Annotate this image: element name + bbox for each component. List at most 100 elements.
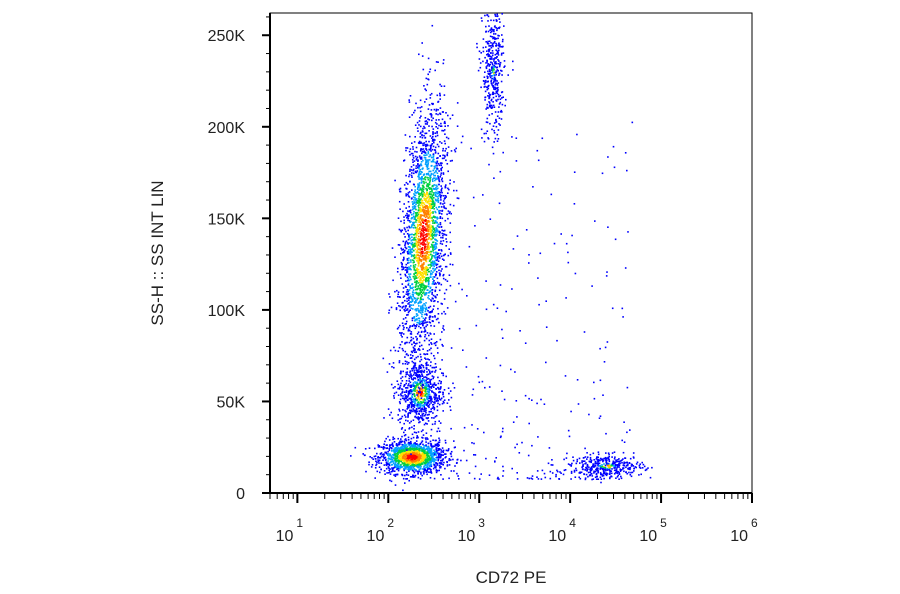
data-point [493, 68, 495, 70]
data-point [432, 264, 435, 266]
data-point [403, 184, 406, 186]
data-point [422, 437, 424, 439]
data-point [414, 136, 416, 138]
data-point [397, 350, 400, 352]
data-point [406, 455, 409, 457]
data-point [374, 447, 376, 450]
data-point [493, 74, 495, 76]
data-point [419, 394, 422, 397]
data-point [404, 453, 407, 455]
data-point [420, 320, 423, 323]
data-point [416, 321, 418, 324]
data-point [419, 390, 421, 392]
data-point [432, 133, 434, 136]
data-point [433, 407, 436, 409]
data-point [414, 415, 417, 418]
data-point [440, 466, 442, 468]
data-point [603, 463, 605, 465]
data-point [435, 110, 438, 112]
data-point [420, 402, 423, 404]
data-point [481, 20, 483, 22]
data-point [407, 303, 409, 305]
data-point [413, 446, 416, 449]
data-point [423, 339, 426, 342]
data-point [422, 190, 425, 193]
data-point [420, 222, 422, 225]
data-point [412, 355, 414, 357]
data-point [423, 379, 425, 381]
data-point [425, 393, 428, 395]
data-point [421, 399, 424, 401]
data-point [435, 274, 437, 277]
data-point [426, 401, 429, 404]
data-point [408, 341, 411, 344]
data-point [438, 398, 441, 400]
data-point [431, 245, 434, 248]
data-point [408, 393, 411, 395]
data-point [496, 29, 498, 32]
data-point [411, 254, 414, 257]
data-point [399, 229, 402, 232]
data-point [441, 217, 444, 220]
data-point [388, 458, 391, 460]
data-point [406, 408, 408, 410]
data-point [442, 203, 444, 205]
data-point [421, 309, 423, 311]
data-point [427, 268, 430, 271]
data-point [409, 248, 412, 251]
data-point [434, 193, 437, 196]
data-point [409, 259, 412, 261]
data-point [438, 395, 440, 397]
data-point [444, 265, 447, 268]
data-point [443, 202, 446, 204]
data-point [451, 263, 454, 266]
data-point [486, 42, 489, 45]
data-point [431, 188, 433, 191]
data-point [411, 238, 414, 241]
data-point [414, 150, 416, 153]
data-point [412, 383, 414, 386]
data-point [501, 91, 504, 93]
data-point [396, 328, 399, 330]
data-point [394, 453, 397, 456]
data-point [416, 402, 419, 405]
data-point [432, 219, 434, 221]
data-point [424, 245, 426, 247]
data-point [418, 228, 421, 230]
data-point [428, 334, 430, 337]
data-point [388, 312, 390, 314]
data-point [408, 99, 410, 101]
data-point [449, 459, 452, 461]
data-point [436, 240, 439, 242]
data-point [443, 206, 445, 209]
data-point [432, 154, 435, 156]
data-point [507, 74, 509, 76]
data-point [418, 166, 421, 168]
data-point [399, 187, 402, 190]
data-point [420, 285, 423, 287]
data-point [420, 158, 423, 160]
data-point [410, 392, 412, 395]
data-point [391, 469, 394, 472]
data-point [435, 318, 438, 321]
data-point [621, 462, 623, 464]
data-point [432, 204, 434, 206]
data-point [415, 443, 417, 445]
data-point [440, 168, 442, 170]
data-point [416, 371, 419, 374]
data-point [408, 329, 411, 332]
data-point [417, 457, 419, 459]
data-point [425, 306, 428, 309]
data-point [432, 458, 435, 460]
data-point [411, 236, 413, 238]
data-point [418, 403, 420, 406]
data-point [417, 302, 419, 305]
data-point [482, 38, 485, 40]
data-point [436, 386, 439, 389]
data-point [413, 224, 416, 227]
data-point [491, 128, 493, 131]
data-point [415, 453, 418, 456]
data-point [404, 275, 407, 277]
data-point [489, 104, 491, 107]
data-point [417, 476, 420, 479]
